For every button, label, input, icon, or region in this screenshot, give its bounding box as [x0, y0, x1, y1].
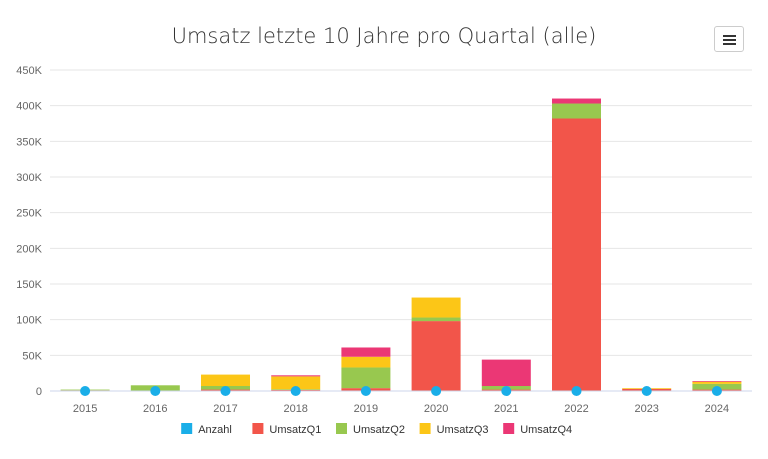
point-Anzahl[interactable]: [360, 386, 371, 396]
legend-label-UmsatzQ2[interactable]: UmsatzQ2: [353, 424, 405, 436]
legend-label-UmsatzQ4[interactable]: UmsatzQ4: [520, 424, 572, 436]
bar-UmsatzQ4[interactable]: [481, 359, 531, 387]
hamburger-menu-icon-line: [723, 39, 736, 41]
x-tick-label: 2022: [564, 403, 588, 415]
point-Anzahl[interactable]: [641, 386, 652, 396]
legend-swatch-UmsatzQ4[interactable]: [503, 423, 515, 434]
bar-UmsatzQ2[interactable]: [341, 367, 391, 389]
hamburger-menu-icon: [723, 35, 736, 37]
y-tick-label: 400K: [16, 101, 42, 113]
point-Anzahl[interactable]: [431, 386, 442, 396]
legend-label-UmsatzQ3[interactable]: UmsatzQ3: [437, 424, 489, 436]
point-Anzahl[interactable]: [220, 386, 231, 396]
legend-swatch-Anzahl[interactable]: [181, 423, 193, 434]
bar-UmsatzQ3[interactable]: [692, 381, 742, 384]
y-tick-label: 200K: [16, 243, 42, 255]
bar-UmsatzQ1[interactable]: [552, 118, 601, 392]
bar-UmsatzQ3[interactable]: [271, 376, 321, 390]
y-tick-label: 0: [36, 386, 42, 398]
hamburger-menu-icon-line: [723, 43, 736, 45]
legend-label-UmsatzQ1[interactable]: UmsatzQ1: [269, 424, 321, 436]
y-tick-label: 250K: [16, 208, 42, 220]
bar-UmsatzQ2[interactable]: [411, 317, 461, 322]
x-tick-label: 2015: [73, 403, 97, 415]
x-tick-label: 2021: [494, 403, 518, 415]
x-tick-label: 2018: [283, 403, 307, 415]
y-tick-label: 300K: [16, 172, 42, 184]
x-tick-label: 2017: [213, 403, 237, 415]
chart-title: Umsatz letzte 10 Jahre pro Quartal (alle…: [171, 24, 597, 48]
bar-UmsatzQ4[interactable]: [692, 381, 742, 382]
bar-UmsatzQ4[interactable]: [341, 347, 391, 357]
x-tick-label: 2024: [705, 403, 729, 415]
y-tick-label: 150K: [16, 279, 42, 291]
bar-UmsatzQ4[interactable]: [271, 375, 321, 377]
y-tick-label: 450K: [16, 65, 42, 77]
point-Anzahl[interactable]: [290, 386, 301, 396]
point-Anzahl[interactable]: [571, 386, 582, 396]
y-tick-label: 50K: [22, 350, 42, 362]
legend-swatch-UmsatzQ2[interactable]: [336, 423, 347, 434]
point-Anzahl[interactable]: [150, 386, 161, 396]
x-tick-label: 2020: [424, 403, 448, 415]
bar-UmsatzQ4[interactable]: [552, 98, 601, 104]
x-tick-label: 2019: [354, 403, 378, 415]
x-tick-label: 2016: [143, 403, 167, 415]
legend-swatch-UmsatzQ1[interactable]: [252, 423, 264, 434]
bar-UmsatzQ1[interactable]: [411, 321, 461, 391]
legend-swatch-UmsatzQ3[interactable]: [419, 423, 431, 434]
point-Anzahl[interactable]: [80, 386, 91, 396]
point-Anzahl[interactable]: [711, 386, 722, 396]
y-tick-label: 350K: [16, 136, 42, 148]
y-tick-label: 100K: [16, 315, 42, 327]
x-tick-label: 2023: [634, 403, 658, 415]
chart-menu-button[interactable]: [714, 26, 744, 52]
legend-label-Anzahl[interactable]: Anzahl: [198, 424, 232, 436]
bar-UmsatzQ3[interactable]: [201, 374, 250, 387]
point-Anzahl[interactable]: [501, 386, 512, 396]
bar-UmsatzQ3[interactable]: [411, 297, 461, 318]
bar-UmsatzQ3[interactable]: [341, 356, 391, 368]
bar-UmsatzQ2[interactable]: [552, 103, 601, 119]
